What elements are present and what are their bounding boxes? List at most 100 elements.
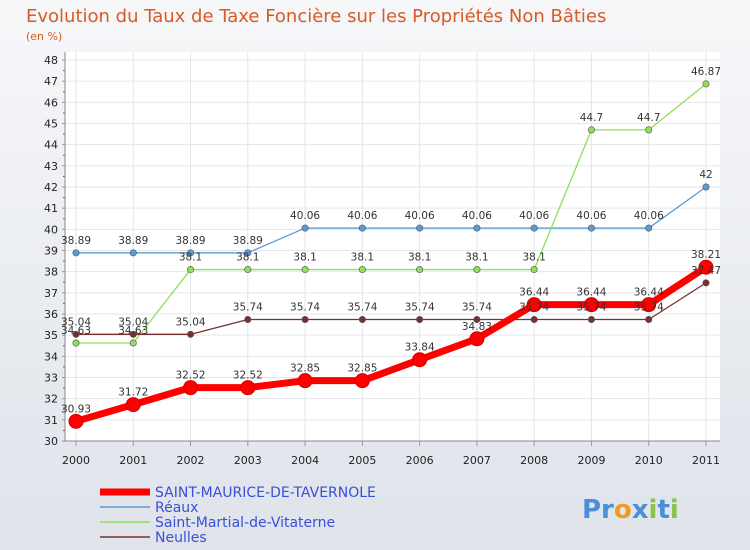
data-point [354,373,370,389]
data-label: 35.04 [176,316,206,328]
data-point [301,224,309,232]
data-label: 44.7 [580,112,603,124]
data-label: 40.06 [576,210,606,222]
y-tick-label: 42 [44,181,58,194]
data-label: 42 [699,169,712,181]
data-point [125,397,141,413]
data-point [244,249,252,257]
data-point [702,80,710,88]
data-point [702,279,710,287]
data-point [473,224,481,232]
proxiti-logo: Proxiti [582,495,679,525]
data-label: 35.04 [118,316,148,328]
data-label: 35.74 [519,302,549,314]
data-label: 38.1 [236,252,259,264]
data-point [72,249,80,257]
y-tick-label: 36 [44,308,58,321]
data-label: 38.1 [179,252,202,264]
x-tick-label: 2007 [463,454,491,467]
data-label: 40.06 [519,210,549,222]
data-label: 35.74 [290,302,320,314]
y-tick-label: 37 [44,287,58,300]
data-label: 35.04 [61,316,91,328]
data-label: 34.63 [118,325,148,337]
data-label: 38.1 [465,252,488,264]
data-point [473,316,481,324]
data-point [530,224,538,232]
data-point [68,413,84,429]
data-point [698,259,714,275]
data-label: 40.06 [462,210,492,222]
data-point [240,380,256,396]
chart-title: Evolution du Taux de Taxe Foncière sur l… [26,6,606,27]
data-label: 38.1 [408,252,431,264]
logo-part: Pr [582,495,614,525]
plot-background [65,52,720,441]
data-point [587,224,595,232]
data-label: 40.06 [405,210,435,222]
legend-label: SAINT-MAURICE-DE-TAVERNOLE [155,485,376,501]
data-label: 44.7 [637,112,660,124]
logo-part: x [632,495,649,525]
y-tick-label: 34 [44,350,58,363]
data-point [587,316,595,324]
y-tick-label: 48 [44,54,58,67]
data-point [526,297,542,313]
y-tick-label: 44 [44,139,58,152]
x-tick-label: 2001 [119,454,147,467]
x-tick-label: 2010 [635,454,663,467]
data-point [530,316,538,324]
data-point [244,316,252,324]
data-point [72,339,80,347]
plot-area [65,52,720,441]
x-tick-label: 2009 [577,454,605,467]
data-point [645,126,653,134]
data-label: 38.1 [293,252,316,264]
data-point [72,330,80,338]
y-tick-label: 45 [44,118,58,131]
series-1 [68,259,714,429]
y-tick-label: 40 [44,223,58,236]
legend-label: Saint-Martial-de-Vitaterne [155,515,335,531]
data-label: 38.1 [351,252,374,264]
series-line [75,83,707,344]
data-point [187,249,195,257]
data-label: 34.83 [462,321,492,333]
data-label: 35.74 [576,302,606,314]
y-tick-label: 35 [44,329,58,342]
logo-part: i [670,495,679,525]
data-label: 40.06 [347,210,377,222]
y-tick-label: 33 [44,372,58,385]
data-label: 38.89 [233,235,263,247]
y-tick-label: 30 [44,435,58,448]
logo-part: i [649,495,658,525]
y-tick-label: 31 [44,414,58,427]
x-tick-label: 2003 [234,454,262,467]
data-point [187,266,195,274]
data-label: 35.74 [347,302,377,314]
data-label: 40.06 [290,210,320,222]
data-point [129,249,137,257]
data-point [469,331,485,347]
grid [65,52,720,442]
data-label: 32.52 [233,370,263,382]
y-tick-label: 39 [44,245,58,258]
x-tick-label: 2011 [692,454,720,467]
data-point [473,266,481,274]
logo-part: o [614,495,632,525]
data-label: 37.47 [691,265,721,277]
data-label: 36.44 [519,287,549,299]
data-label: 35.74 [405,302,435,314]
data-point [183,380,199,396]
data-point [358,316,366,324]
axes: 30 31 32 33 34 35 36 37 38 39 40 41 42 43 44 45 46 47 48 20… [44,52,720,467]
data-label: 38.89 [118,235,148,247]
x-tick-label: 2002 [177,454,205,467]
data-label: 40.06 [634,210,664,222]
series-4 [72,279,710,338]
x-tick-label: 2000 [62,454,90,467]
series-line [75,282,707,335]
data-label: 35.74 [462,302,492,314]
data-point [641,297,657,313]
